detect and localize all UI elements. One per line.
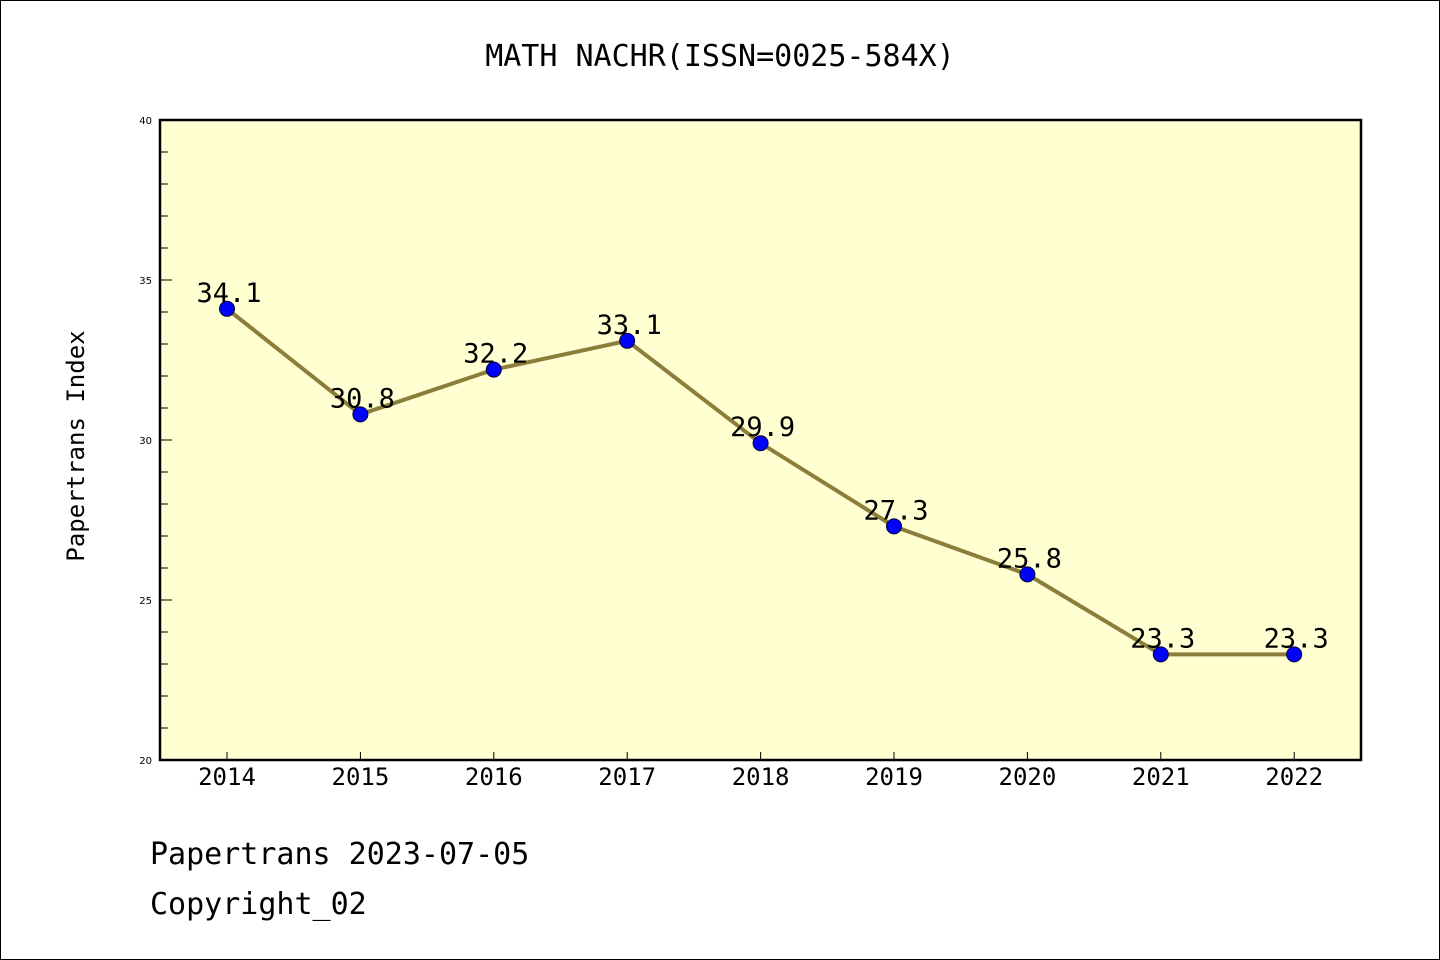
data-point	[1019, 566, 1036, 583]
y-tick-label: 25	[139, 596, 152, 607]
data-label: 30.8	[330, 383, 395, 414]
y-tick-label: 35	[139, 276, 152, 287]
x-tick-label: 2019	[865, 763, 923, 791]
data-label: 34.1	[196, 278, 261, 309]
y-axis-label: Papertrans Index	[62, 330, 90, 561]
data-point	[1286, 646, 1303, 663]
x-axis: 2014 2015 2016 2017 2018 2019 2020 2021 2022	[198, 752, 1323, 791]
chart-title: MATH NACHR(ISSN=0025-584X)	[485, 39, 955, 74]
y-tick-label: 30	[139, 436, 152, 447]
x-tick-label: 2015	[332, 763, 390, 791]
footer-copyright: Copyright_02	[150, 887, 367, 922]
x-tick-label: 2022	[1265, 763, 1323, 791]
data-label: 25.8	[997, 543, 1062, 574]
x-tick-label: 2014	[198, 763, 256, 791]
x-tick-label: 2017	[598, 763, 656, 791]
footer-date: Papertrans 2023-07-05	[150, 837, 529, 872]
data-point	[619, 332, 636, 349]
data-point	[219, 300, 235, 317]
y-tick-label: 40	[139, 116, 152, 127]
plot-frame	[158, 118, 1363, 762]
data-label: 33.1	[597, 310, 662, 341]
data-point	[752, 435, 769, 452]
data-point	[1152, 646, 1169, 663]
data-point	[352, 406, 369, 423]
data-label: 27.3	[863, 495, 928, 526]
data-labels: 34.1 30.8 32.2 33.1 29.9 27.3 25.8 23.3 23.3	[196, 278, 1328, 655]
y-tick-label: 20	[139, 756, 152, 767]
data-point	[485, 361, 502, 378]
series-group	[219, 300, 1303, 663]
y-axis: 20 25 30 35 40	[139, 116, 172, 767]
data-label: 32.2	[463, 339, 528, 370]
data-point	[886, 518, 902, 535]
data-label: 29.9	[730, 412, 795, 443]
data-label: 23.3	[1264, 623, 1329, 654]
x-tick-label: 2018	[732, 763, 790, 791]
x-tick-label: 2020	[999, 763, 1057, 791]
x-tick-label: 2021	[1132, 763, 1190, 791]
data-label: 23.3	[1130, 623, 1195, 654]
x-tick-label: 2016	[465, 763, 523, 791]
